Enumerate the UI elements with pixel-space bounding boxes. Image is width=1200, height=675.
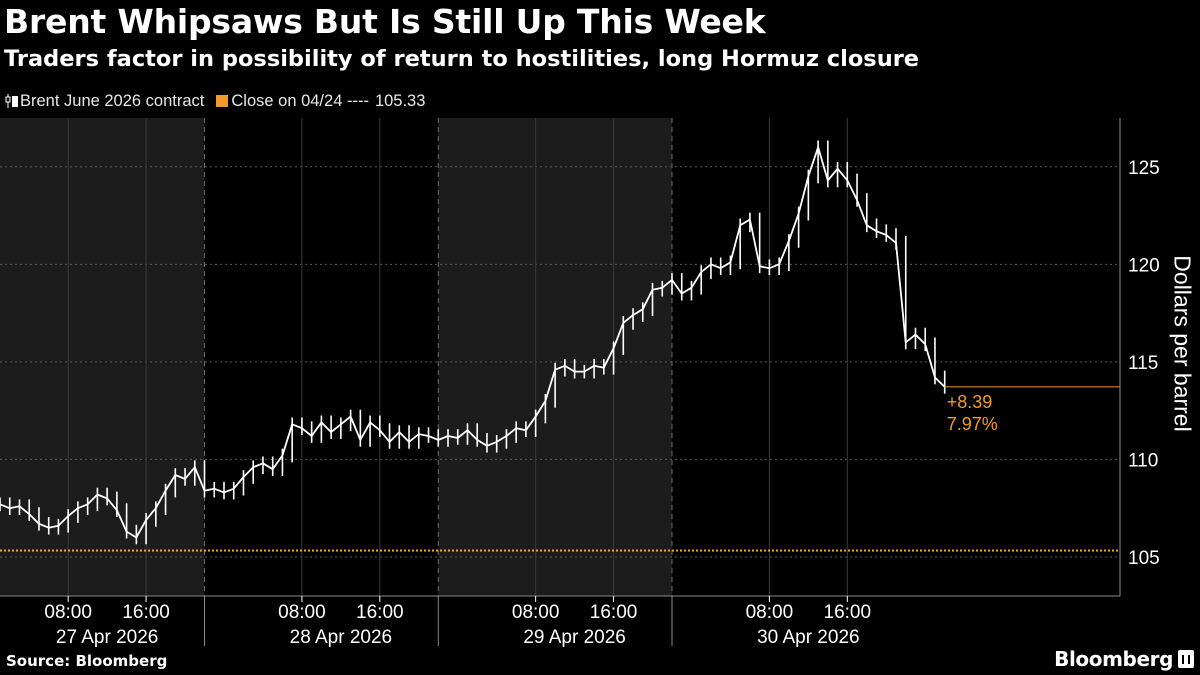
x-date-label: 28 Apr 2026 [290,627,392,648]
legend-close-swatch [216,95,229,107]
price-line [0,146,946,539]
day-band [438,118,672,596]
legend: Brent June 2026 contract Close on 04/24 … [4,91,437,111]
legend-series-label: Brent June 2026 contract [20,91,205,110]
y-tick-label: 115 [1128,353,1158,374]
source-note: Source: Bloomberg [6,652,168,670]
x-tick-label: 08:00 [278,602,326,623]
x-tick-label: 08:00 [746,602,794,623]
change-annotation: +8.39 [947,392,993,412]
chart-subtitle: Traders factor in possibility of return … [4,46,920,72]
y-tick-label: 110 [1128,450,1158,471]
x-tick-label: 08:00 [512,602,560,623]
brand-name: Bloomberg [1054,647,1173,671]
x-tick-label: 16:00 [356,602,404,623]
y-tick-label: 125 [1128,158,1160,179]
percent-annotation: 7.97% [947,414,998,434]
y-axis-label: Dollars per barrel [1169,255,1196,432]
x-tick-label: 16:00 [122,602,170,623]
legend-item-close: Close on 04/24 ---- 105.33 [216,92,425,111]
legend-close-value: 105.33 [374,91,426,110]
legend-item-series: Brent June 2026 contract [4,92,204,111]
bloomberg-logo: Bloomberg [1054,647,1194,671]
candlestick-icon [5,94,18,108]
y-tick-label: 105 [1128,548,1160,569]
chart-title: Brent Whipsaws But Is Still Up This Week [4,2,766,41]
x-date-label: 27 Apr 2026 [56,627,158,648]
x-tick-label: 16:00 [590,602,638,623]
x-tick-label: 16:00 [824,602,872,623]
x-date-label: 29 Apr 2026 [523,627,625,648]
bloomberg-terminal-icon [1178,650,1194,668]
legend-close-label: Close on 04/24 ---- [231,91,369,110]
y-tick-label: 120 [1128,255,1160,276]
x-tick-label: 08:00 [44,602,92,623]
day-band [0,118,205,596]
x-date-label: 30 Apr 2026 [757,627,859,648]
